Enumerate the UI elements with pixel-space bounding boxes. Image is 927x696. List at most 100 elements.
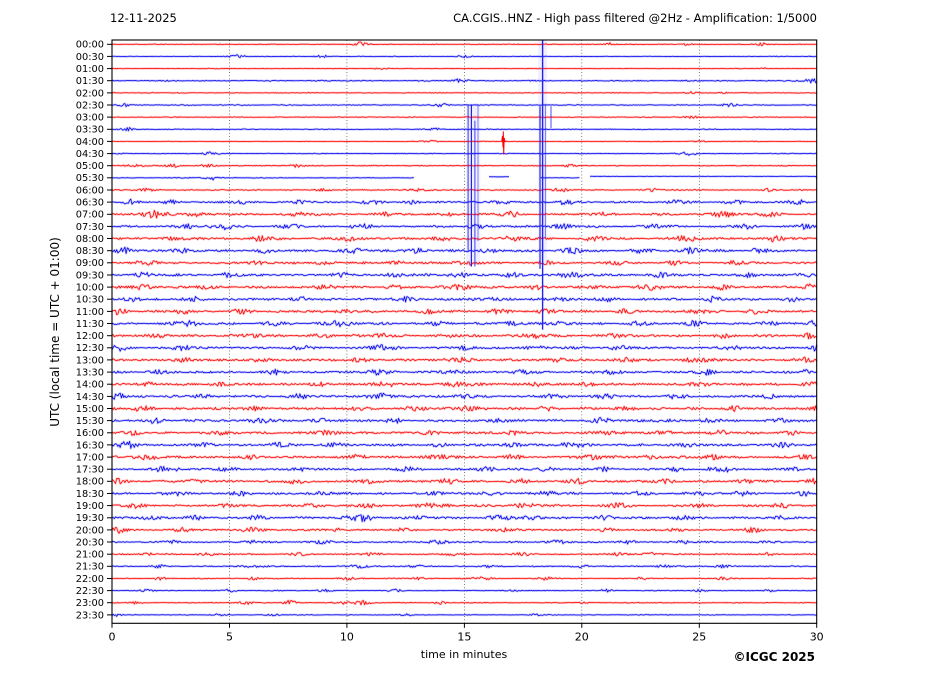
trace-14:30: [111, 392, 817, 400]
svg-text:22:00: 22:00: [76, 574, 104, 585]
svg-text:11:00: 11:00: [76, 307, 104, 318]
clipped-event-lines: [467, 40, 552, 330]
trace-11:30: [111, 320, 817, 328]
svg-text:04:00: 04:00: [76, 137, 104, 148]
svg-text:04:30: 04:30: [76, 149, 104, 160]
copyright-label: ©ICGC 2025: [733, 650, 815, 664]
svg-text:11:30: 11:30: [76, 319, 104, 330]
date-label: 12-11-2025: [110, 11, 177, 25]
svg-text:21:00: 21:00: [76, 550, 104, 561]
trace-00:00: [111, 41, 817, 46]
svg-text:13:30: 13:30: [76, 368, 104, 379]
svg-text:10:30: 10:30: [76, 295, 104, 306]
trace-05:00: [111, 163, 817, 168]
x-axis-label: time in minutes: [420, 648, 508, 661]
trace-12:30: [111, 344, 818, 352]
trace-21:00: [111, 552, 817, 557]
svg-text:19:00: 19:00: [76, 501, 104, 512]
trace-13:00: [111, 356, 818, 363]
trace-19:00: [111, 502, 817, 509]
trace-05:30: [111, 175, 817, 181]
svg-text:13:00: 13:00: [76, 355, 104, 366]
x-axis-ticks: 0 5 10 15 20 25 30: [109, 623, 824, 643]
trace-06:30: [112, 198, 817, 205]
trace-20:00: [111, 526, 817, 535]
svg-text:06:30: 06:30: [76, 198, 104, 209]
svg-text:05:30: 05:30: [76, 173, 104, 184]
trace-20:00: [111, 527, 817, 534]
svg-text:08:30: 08:30: [76, 246, 104, 257]
svg-text:30: 30: [810, 630, 824, 643]
svg-text:15:30: 15:30: [76, 416, 104, 427]
svg-text:08:00: 08:00: [76, 234, 104, 245]
trace-17:00: [111, 454, 817, 461]
trace-18:00: [111, 478, 817, 485]
svg-text:03:00: 03:00: [76, 113, 104, 124]
svg-text:18:30: 18:30: [76, 489, 104, 500]
svg-text:02:00: 02:00: [76, 88, 104, 99]
svg-text:25: 25: [692, 630, 706, 643]
trace-13:30: [111, 368, 817, 376]
trace-23:00: [111, 600, 817, 606]
svg-text:06:00: 06:00: [76, 185, 104, 196]
trace-01:30: [111, 78, 817, 84]
trace-23:30: [111, 613, 817, 617]
svg-text:17:30: 17:30: [76, 465, 104, 476]
trace-15:30: [111, 417, 817, 424]
svg-text:0: 0: [109, 630, 116, 643]
trace-18:30: [111, 490, 817, 497]
svg-text:20: 20: [575, 630, 589, 643]
svg-text:05:00: 05:00: [76, 161, 104, 172]
trace-04:30: [111, 151, 817, 156]
svg-text:09:30: 09:30: [76, 270, 104, 281]
trace-20:30: [111, 539, 817, 545]
svg-text:10:00: 10:00: [76, 283, 104, 294]
trace-06:00: [111, 187, 817, 192]
trace-15:00: [111, 405, 818, 412]
trace-02:30: [112, 103, 817, 107]
svg-text:21:30: 21:30: [76, 562, 104, 573]
svg-text:02:30: 02:30: [76, 100, 104, 111]
trace-09:00: [111, 260, 817, 266]
svg-text:19:30: 19:30: [76, 513, 104, 524]
svg-text:01:00: 01:00: [76, 64, 104, 75]
trace-04:00: [111, 140, 817, 143]
trace-16:30: [111, 440, 817, 449]
trace-01:00: [111, 67, 817, 70]
trace-22:30: [112, 588, 817, 593]
trace-22:00: [111, 576, 817, 581]
svg-text:16:00: 16:00: [76, 428, 104, 439]
trace-12:00: [111, 332, 817, 340]
svg-text:14:00: 14:00: [76, 380, 104, 391]
svg-text:16:30: 16:30: [76, 440, 104, 451]
trace-21:30: [111, 564, 817, 569]
svg-text:00:30: 00:30: [76, 52, 104, 63]
svg-text:12:30: 12:30: [76, 343, 104, 354]
trace-16:00: [111, 429, 817, 436]
trace-08:30: [111, 246, 817, 255]
svg-text:14:30: 14:30: [76, 392, 104, 403]
trace-03:00: [111, 115, 817, 119]
svg-text:10: 10: [340, 630, 354, 643]
trace-07:00: [111, 210, 817, 219]
svg-text:15:00: 15:00: [76, 404, 104, 415]
trace-17:30: [111, 465, 817, 474]
trace-11:00: [111, 308, 817, 316]
trace-00:30: [111, 54, 817, 58]
trace-rows: [110, 40, 818, 618]
svg-text:03:30: 03:30: [76, 125, 104, 136]
trace-17:30: [111, 466, 817, 473]
svg-text:17:00: 17:00: [76, 453, 104, 464]
trace-09:30: [111, 271, 817, 278]
trace-08:00: [111, 235, 817, 243]
svg-text:07:00: 07:00: [76, 210, 104, 221]
svg-text:23:30: 23:30: [76, 610, 104, 621]
svg-text:23:00: 23:00: [76, 598, 104, 609]
svg-text:18:00: 18:00: [76, 477, 104, 488]
svg-text:20:00: 20:00: [76, 525, 104, 536]
trace-10:30: [111, 295, 817, 303]
plot-title: CA.CGIS..HNZ - High pass filtered @2Hz -…: [453, 11, 817, 25]
